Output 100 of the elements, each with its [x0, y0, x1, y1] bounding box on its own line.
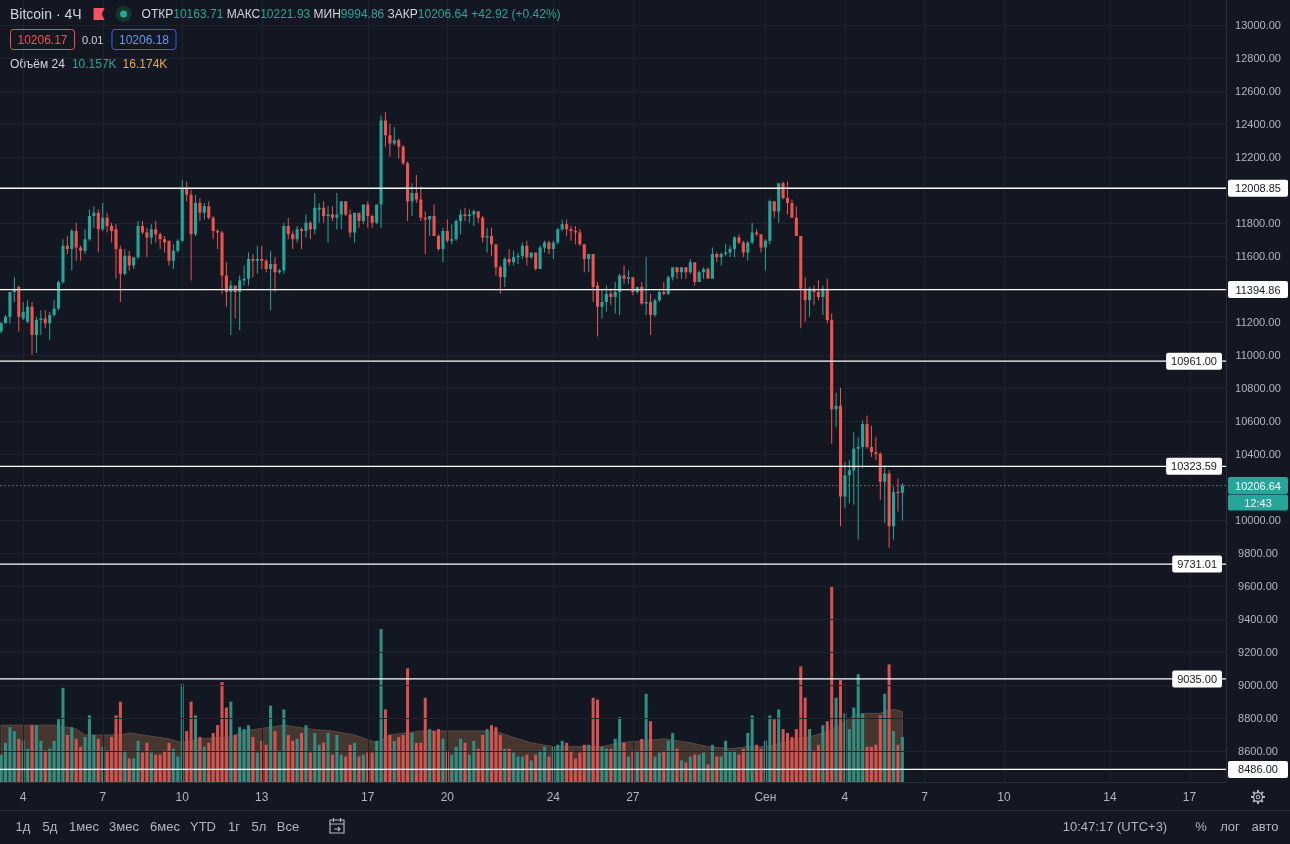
- x-tick-label: 13: [255, 790, 269, 804]
- text: %: [1195, 818, 1208, 834]
- bar: [459, 738, 463, 782]
- bar: [830, 586, 834, 782]
- bar: [786, 733, 790, 782]
- bar: [17, 738, 21, 782]
- bar: [534, 754, 538, 782]
- bar: [715, 756, 719, 782]
- bar: [856, 674, 860, 782]
- candlestick: [724, 244, 728, 256]
- candlestick: [79, 245, 83, 261]
- ref-line-label: 9731.01: [1177, 558, 1217, 571]
- candlestick: [467, 209, 471, 223]
- bar: [702, 752, 706, 782]
- candlestick: [114, 224, 118, 279]
- text: 1д: [15, 818, 31, 834]
- candlestick: [392, 127, 396, 146]
- bar: [741, 748, 745, 782]
- x-tick-label: 24: [546, 790, 561, 804]
- bar: [662, 750, 666, 782]
- bar: [675, 748, 679, 782]
- bar: [772, 719, 776, 782]
- bar: [149, 752, 153, 782]
- bar: [295, 738, 299, 782]
- bar: [494, 727, 498, 782]
- bar: [361, 754, 365, 782]
- bar: [618, 717, 622, 782]
- candlestick: [273, 257, 277, 293]
- bar: [737, 754, 741, 782]
- bar: [604, 748, 608, 782]
- bar: [379, 629, 383, 782]
- bar: [799, 666, 803, 782]
- bar: [640, 738, 644, 782]
- bar: [520, 756, 524, 782]
- bar: [503, 748, 507, 782]
- ref-line-label: 10206.64: [1235, 479, 1281, 492]
- candlestick: [251, 254, 255, 278]
- bar: [264, 744, 268, 782]
- y-tick-label: 13000.00: [1235, 18, 1281, 31]
- bar: [229, 701, 233, 782]
- bar: [238, 727, 242, 782]
- bar: [892, 731, 896, 782]
- ref-line-label: 12008.85: [1235, 182, 1281, 195]
- text: лог: [1220, 818, 1241, 834]
- bar: [330, 754, 334, 782]
- bar: [207, 742, 211, 782]
- y-tick-label: 8600.00: [1238, 744, 1278, 757]
- bar: [136, 740, 140, 782]
- candlestick: [896, 478, 900, 512]
- bar: [216, 725, 220, 782]
- bar: [419, 742, 423, 782]
- candlestick: [410, 183, 414, 217]
- bar: [414, 742, 418, 782]
- bar: [821, 725, 825, 782]
- bar: [255, 752, 259, 782]
- x-tick-label: 27: [626, 790, 640, 804]
- candlestick: [0, 321, 3, 334]
- bar: [609, 748, 613, 782]
- bar: [118, 701, 122, 782]
- y-tick-label: 9400.00: [1238, 612, 1278, 625]
- bar: [600, 746, 604, 782]
- x-tick-label: 14: [1103, 790, 1118, 804]
- y-tick-label: 9000.00: [1238, 678, 1278, 691]
- x-tick-label: 7: [99, 790, 107, 804]
- bar: [560, 740, 564, 782]
- bar: [441, 738, 445, 782]
- bar: [750, 715, 754, 782]
- bar: [728, 750, 732, 782]
- annotation: 10206.18: [118, 32, 170, 47]
- bar: [127, 758, 131, 782]
- y-tick-label: 11200.00: [1235, 315, 1281, 328]
- bar: [538, 750, 542, 782]
- bar: [816, 744, 820, 782]
- annotation: 16.174K: [122, 57, 168, 71]
- bar: [220, 682, 224, 782]
- bar: [30, 725, 34, 782]
- bar: [490, 725, 494, 782]
- bar: [87, 715, 91, 782]
- bar: [529, 760, 533, 782]
- text: ОТКР10163.71 МАКС10221.93 МИН9994.86 ЗАКР10206.64 +42.92 (+0.42%): [141, 7, 561, 21]
- text: 1мес: [69, 818, 100, 834]
- bar: [8, 727, 12, 782]
- bar: [48, 748, 52, 782]
- text: авто: [1251, 818, 1279, 834]
- bar: [308, 752, 312, 782]
- candlestick: [759, 234, 763, 253]
- y-tick-label: 10800.00: [1235, 381, 1281, 394]
- ref-line-label: 9035.00: [1177, 672, 1217, 685]
- bar: [304, 725, 308, 782]
- bar: [251, 736, 255, 782]
- bar: [145, 742, 149, 782]
- bar: [547, 756, 551, 782]
- bar: [375, 740, 379, 782]
- bar: [684, 762, 688, 782]
- bar: [202, 746, 206, 782]
- bar: [565, 742, 569, 782]
- x-tick-label: 4: [841, 790, 849, 804]
- bar: [43, 750, 47, 782]
- annotation: 0.01: [82, 33, 104, 46]
- bar: [300, 733, 304, 782]
